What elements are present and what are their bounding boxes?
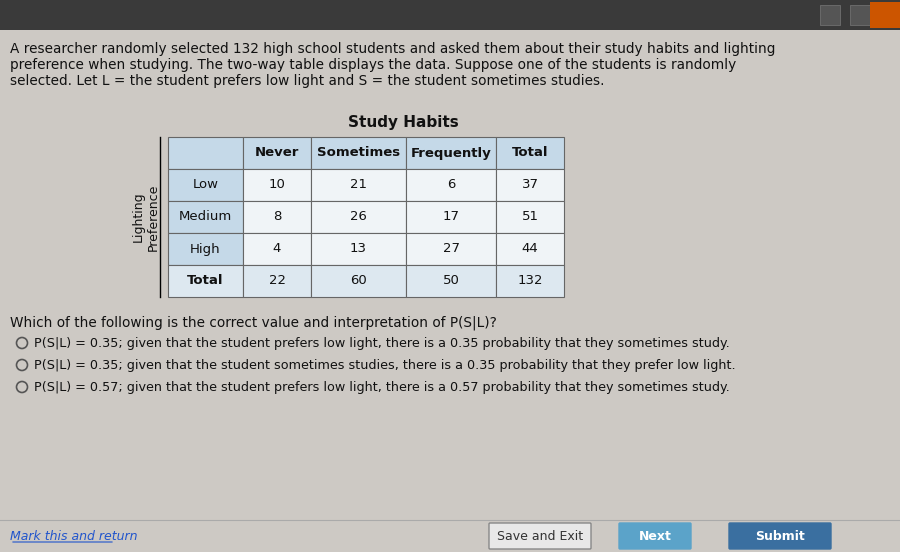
Text: selected. Let L = the student prefers low light and S = the student sometimes st: selected. Let L = the student prefers lo… (10, 74, 605, 88)
Text: Total: Total (512, 146, 548, 160)
Bar (243, 233, 311, 265)
Text: 44: 44 (522, 242, 538, 256)
Text: 13: 13 (350, 242, 367, 256)
Text: 6: 6 (446, 178, 455, 192)
Bar (875, 5, 895, 25)
Text: Which of the following is the correct value and interpretation of P(S|L)?: Which of the following is the correct va… (10, 315, 497, 330)
Text: Low: Low (193, 178, 219, 192)
Text: 8: 8 (273, 210, 281, 224)
Bar (243, 201, 311, 233)
Text: Submit: Submit (755, 529, 805, 543)
Text: 4: 4 (273, 242, 281, 256)
Bar (168, 137, 243, 169)
Text: 27: 27 (443, 242, 460, 256)
Bar (243, 169, 311, 201)
Bar (311, 137, 406, 169)
Bar (168, 169, 243, 201)
FancyBboxPatch shape (619, 523, 691, 549)
Text: High: High (190, 242, 220, 256)
Text: Frequently: Frequently (410, 146, 491, 160)
Text: 132: 132 (518, 274, 543, 288)
Bar (168, 233, 243, 265)
Text: 26: 26 (350, 210, 367, 224)
Bar (496, 233, 564, 265)
Text: Medium: Medium (179, 210, 232, 224)
Text: 21: 21 (350, 178, 367, 192)
Text: 22: 22 (268, 274, 285, 288)
Bar (311, 265, 406, 297)
FancyBboxPatch shape (729, 523, 831, 549)
Text: Save and Exit: Save and Exit (497, 529, 583, 543)
Text: P(S|L) = 0.57; given that the student prefers low light, there is a 0.57 probabi: P(S|L) = 0.57; given that the student pr… (34, 380, 730, 394)
Bar (0, 520, 900, 552)
Text: Next: Next (639, 529, 671, 543)
Text: Mark this and return: Mark this and return (10, 529, 138, 543)
Bar (496, 137, 564, 169)
Bar (311, 233, 406, 265)
Bar (406, 201, 496, 233)
Bar (850, 5, 870, 25)
Text: 60: 60 (350, 274, 367, 288)
Bar (870, 2, 900, 28)
Bar (243, 265, 311, 297)
Text: 51: 51 (521, 210, 538, 224)
Bar (168, 201, 243, 233)
Bar (820, 5, 840, 25)
Bar (168, 265, 243, 297)
Text: A researcher randomly selected 132 high school students and asked them about the: A researcher randomly selected 132 high … (10, 42, 776, 56)
Text: preference when studying. The two-way table displays the data. Suppose one of th: preference when studying. The two-way ta… (10, 58, 736, 72)
Bar (406, 169, 496, 201)
Text: 17: 17 (443, 210, 460, 224)
Text: Total: Total (187, 274, 224, 288)
Text: Sometimes: Sometimes (317, 146, 400, 160)
Bar (406, 265, 496, 297)
FancyBboxPatch shape (489, 523, 591, 549)
Bar (406, 137, 496, 169)
Text: 10: 10 (268, 178, 285, 192)
Bar (496, 169, 564, 201)
Bar (496, 201, 564, 233)
Text: 50: 50 (443, 274, 459, 288)
Text: Study Habits: Study Habits (348, 115, 459, 130)
Text: P(S|L) = 0.35; given that the student prefers low light, there is a 0.35 probabi: P(S|L) = 0.35; given that the student pr… (34, 337, 730, 349)
Text: Lighting
Preference: Lighting Preference (132, 183, 160, 251)
Bar (496, 265, 564, 297)
Bar (311, 201, 406, 233)
Bar (406, 233, 496, 265)
Bar (0, 0, 900, 30)
Bar (243, 137, 311, 169)
Text: Never: Never (255, 146, 299, 160)
Text: P(S|L) = 0.35; given that the student sometimes studies, there is a 0.35 probabi: P(S|L) = 0.35; given that the student so… (34, 358, 735, 371)
Bar (311, 169, 406, 201)
Text: 37: 37 (521, 178, 538, 192)
